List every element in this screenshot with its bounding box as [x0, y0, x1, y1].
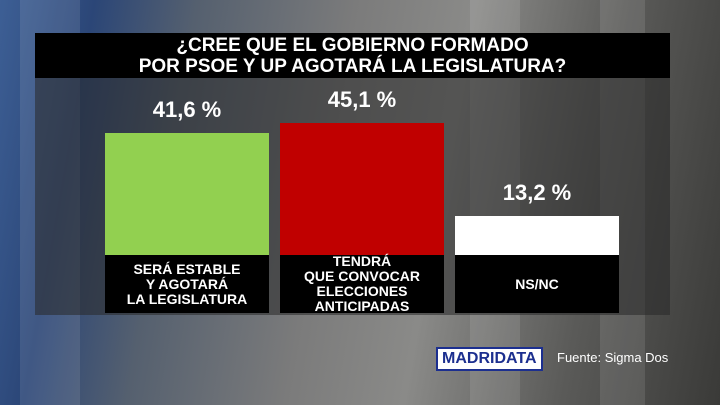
- category-label: NS/NC: [455, 255, 619, 313]
- value-label: 41,6 %: [152, 97, 222, 123]
- category-label: TENDRÁ QUE CONVOCAR ELECCIONES ANTICIPAD…: [280, 254, 444, 314]
- value-label: 45,1 %: [327, 86, 397, 112]
- bar: [105, 133, 269, 255]
- source: Fuente: Sigma Dos: [557, 350, 669, 365]
- chart-title: ¿CREE QUE EL GOBIERNO FORMADO POR PSOE Y…: [35, 33, 670, 78]
- bar: [280, 122, 444, 255]
- logo: MADRIDATA: [436, 347, 543, 371]
- value-label: 13,2 %: [502, 180, 572, 206]
- bar: [455, 216, 619, 255]
- category-label: SERÁ ESTABLE Y AGOTARÁ LA LEGISLATURA: [105, 255, 269, 313]
